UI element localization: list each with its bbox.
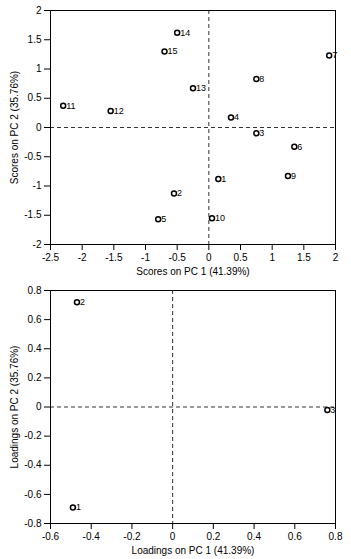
svg-text:0: 0 [36,401,42,412]
svg-text:0.8: 0.8 [28,285,42,296]
svg-text:-2.5: -2.5 [42,252,60,263]
svg-text:13: 13 [196,83,206,93]
svg-text:-0.8: -0.8 [24,518,42,529]
svg-text:0.4: 0.4 [247,531,261,542]
svg-text:2: 2 [177,188,182,198]
svg-text:2: 2 [333,252,339,263]
svg-text:0.6: 0.6 [288,531,302,542]
svg-text:Loadings on PC 1 (41.39%): Loadings on PC 1 (41.39%) [132,545,255,556]
svg-text:3: 3 [330,405,335,415]
svg-text:1.5: 1.5 [28,34,42,45]
svg-text:7: 7 [332,50,337,60]
svg-text:3: 3 [259,128,264,138]
svg-text:14: 14 [180,28,190,38]
svg-text:-2: -2 [78,252,87,263]
svg-text:10: 10 [215,213,225,223]
svg-text:-0.2: -0.2 [123,531,141,542]
svg-text:Scores on PC 1 (41.39%): Scores on PC 1 (41.39%) [136,266,249,277]
svg-text:0.6: 0.6 [28,314,42,325]
svg-text:-0.4: -0.4 [24,459,42,470]
svg-text:0.8: 0.8 [329,531,343,542]
svg-text:0: 0 [206,252,212,263]
svg-text:15: 15 [168,46,178,56]
svg-text:0: 0 [36,122,42,133]
svg-text:-0.5: -0.5 [169,252,187,263]
svg-text:2: 2 [80,297,85,307]
svg-text:-0.6: -0.6 [24,489,42,500]
svg-text:4: 4 [234,112,239,122]
svg-text:9: 9 [291,171,296,181]
svg-text:-1.5: -1.5 [24,209,42,220]
svg-text:-0.5: -0.5 [24,151,42,162]
svg-text:6: 6 [297,142,302,152]
svg-text:11: 11 [66,101,75,111]
svg-text:0.5: 0.5 [234,252,248,263]
svg-text:Scores on PC 2 (35.76%): Scores on PC 2 (35.76%) [9,71,20,184]
svg-text:0.4: 0.4 [28,343,42,354]
svg-text:1: 1 [36,63,42,74]
svg-text:0.5: 0.5 [28,92,42,103]
svg-text:1.5: 1.5 [297,252,311,263]
svg-text:Loadings on PC 2 (35.76%): Loadings on PC 2 (35.76%) [9,346,20,469]
svg-text:-1: -1 [33,180,42,191]
svg-text:-0.6: -0.6 [42,531,60,542]
svg-text:1: 1 [76,502,81,512]
svg-text:1: 1 [221,174,226,184]
svg-text:8: 8 [259,74,264,84]
svg-text:12: 12 [114,106,124,116]
svg-text:0: 0 [170,531,176,542]
svg-text:-0.4: -0.4 [83,531,101,542]
svg-text:0.2: 0.2 [28,372,42,383]
svg-text:-0.2: -0.2 [24,430,42,441]
svg-text:-1: -1 [141,252,150,263]
svg-text:0.2: 0.2 [206,531,220,542]
svg-text:2: 2 [36,5,42,16]
svg-text:-2: -2 [33,239,42,250]
svg-text:-1.5: -1.5 [105,252,123,263]
svg-text:1: 1 [269,252,275,263]
svg-text:5: 5 [161,214,166,224]
